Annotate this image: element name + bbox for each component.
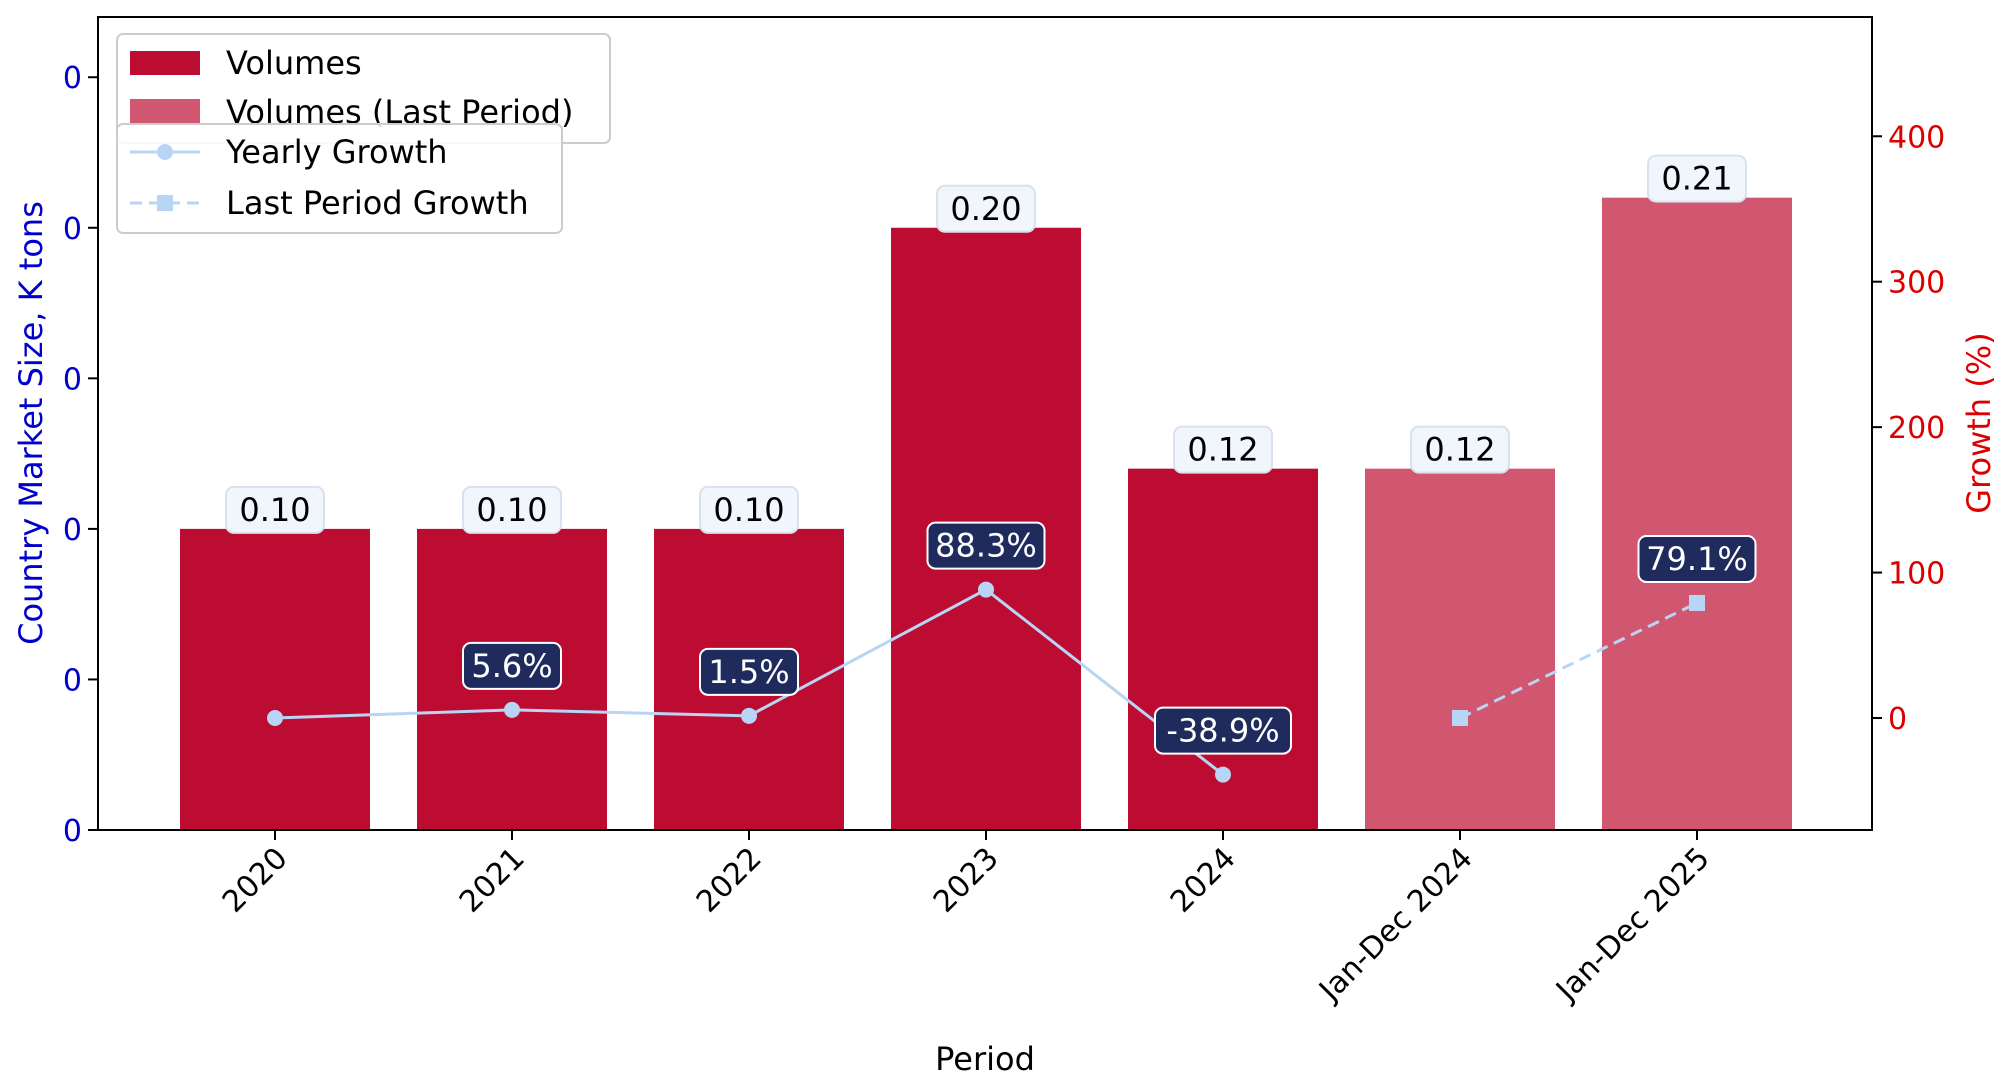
y-tick-label-2: 0 xyxy=(63,513,82,548)
legend-swatch-volumes xyxy=(130,51,200,75)
data-labels-layer: 0.10 0.10 0.10 0.20 0.12 0.12 0.21 5.6% 1.5% 88.3… xyxy=(225,154,1757,755)
bar-value-label-2021-text: 0.10 xyxy=(476,491,547,529)
bar-value-label-2020: 0.10 xyxy=(225,485,325,534)
legend-bars: Volumes Volumes (Last Period) xyxy=(116,33,611,144)
bar-value-label-2024-box xyxy=(1173,425,1273,474)
y2-tick-label-4: 400 xyxy=(1888,120,1945,155)
bar-value-label-jan-dec-2025: 0.21 xyxy=(1647,154,1747,203)
bar-volumes-2020 xyxy=(180,528,370,830)
growth-label-yearly-growth-2021-box xyxy=(462,641,562,690)
point-last-period-growth-jan-dec-2025 xyxy=(1689,594,1705,611)
line-last-period-growth xyxy=(1459,601,1698,720)
point-yearly-growth-2023 xyxy=(978,581,994,598)
lines-layer xyxy=(267,581,1705,783)
y2-axis-title: Growth (%) xyxy=(1960,332,1998,513)
point-yearly-growth-2021 xyxy=(504,701,520,718)
bar-value-label-jan-dec-2025-box xyxy=(1647,154,1747,203)
bar-value-label-2023-text: 0.20 xyxy=(950,190,1021,228)
bar-value-label-2023: 0.20 xyxy=(936,184,1036,233)
bar-value-label-jan-dec-2024-box xyxy=(1410,425,1510,474)
y-axis-title: Country Market Size, K tons xyxy=(12,201,50,645)
y-tick-label-1: 0 xyxy=(63,663,82,698)
growth-label-yearly-growth-2023: 88.3% xyxy=(926,521,1046,570)
growth-label-last-period-growth-jan-dec-2025-box xyxy=(1637,534,1757,583)
y2-tick-label-2: 200 xyxy=(1888,411,1945,446)
x-axis-title: Period xyxy=(935,1040,1035,1078)
bar-value-label-2024-text: 0.12 xyxy=(1187,431,1258,469)
y2-tick-label-0: 0 xyxy=(1888,702,1907,737)
legend-marker-yearly-growth xyxy=(157,144,173,160)
growth-label-yearly-growth-2022-box xyxy=(699,647,799,696)
point-yearly-growth-2020 xyxy=(267,710,283,727)
bar-value-label-2024: 0.12 xyxy=(1173,425,1273,474)
legend-label-volumes: Volumes xyxy=(226,44,362,82)
bar-value-label-2020-text: 0.10 xyxy=(239,491,310,529)
bar-value-label-2021-box xyxy=(462,485,562,534)
legend-label-yearly-growth: Yearly Growth xyxy=(225,133,448,171)
bar-volumes-last-period-jan-dec-2024 xyxy=(1365,468,1555,830)
growth-label-yearly-growth-2023-box xyxy=(926,521,1046,570)
growth-label-yearly-growth-2023-text: 88.3% xyxy=(935,527,1037,565)
y-tick-label-4: 0 xyxy=(63,212,82,247)
bar-value-label-2021: 0.10 xyxy=(462,485,562,534)
legend-label-last-period-growth: Last Period Growth xyxy=(226,184,529,222)
growth-label-yearly-growth-2024-text: -38.9% xyxy=(1166,712,1279,750)
bar-value-label-jan-dec-2025-text: 0.21 xyxy=(1661,160,1732,198)
growth-label-yearly-growth-2021-text: 5.6% xyxy=(471,647,552,685)
y2-tick-label-1: 100 xyxy=(1888,557,1945,592)
point-yearly-growth-2024 xyxy=(1215,766,1231,783)
bar-value-label-jan-dec-2024: 0.12 xyxy=(1410,425,1510,474)
growth-label-yearly-growth-2024-box xyxy=(1154,706,1292,755)
legend-marker-last-period-growth xyxy=(157,195,173,211)
point-yearly-growth-2022 xyxy=(741,707,757,724)
growth-label-yearly-growth-2024: -38.9% xyxy=(1154,706,1292,755)
bar-value-label-2020-box xyxy=(225,485,325,534)
y-tick-label-5: 0 xyxy=(63,61,82,96)
y-tick-label-3: 0 xyxy=(63,362,82,397)
growth-label-yearly-growth-2021: 5.6% xyxy=(462,641,562,690)
growth-label-yearly-growth-2022: 1.5% xyxy=(699,647,799,696)
growth-label-yearly-growth-2022-text: 1.5% xyxy=(708,653,789,691)
point-last-period-growth-jan-dec-2024 xyxy=(1452,710,1468,727)
y-tick-label-0: 0 xyxy=(63,814,82,849)
growth-label-last-period-growth-jan-dec-2025: 79.1% xyxy=(1637,534,1757,583)
bar-value-label-2022-text: 0.10 xyxy=(713,491,784,529)
legend-lines: Yearly Growth Last Period Growth xyxy=(116,123,563,234)
bar-value-label-2023-box xyxy=(936,184,1036,233)
bar-value-label-2022: 0.10 xyxy=(699,485,799,534)
bar-volumes-last-period-jan-dec-2025 xyxy=(1602,197,1792,830)
y2-tick-label-3: 300 xyxy=(1888,266,1945,301)
growth-label-last-period-growth-jan-dec-2025-text: 79.1% xyxy=(1646,540,1748,578)
legend-swatch-volumes-last-period xyxy=(130,99,200,123)
bar-value-label-2022-box xyxy=(699,485,799,534)
legend-lines-frame xyxy=(116,123,563,234)
bar-value-label-jan-dec-2024-text: 0.12 xyxy=(1424,431,1495,469)
